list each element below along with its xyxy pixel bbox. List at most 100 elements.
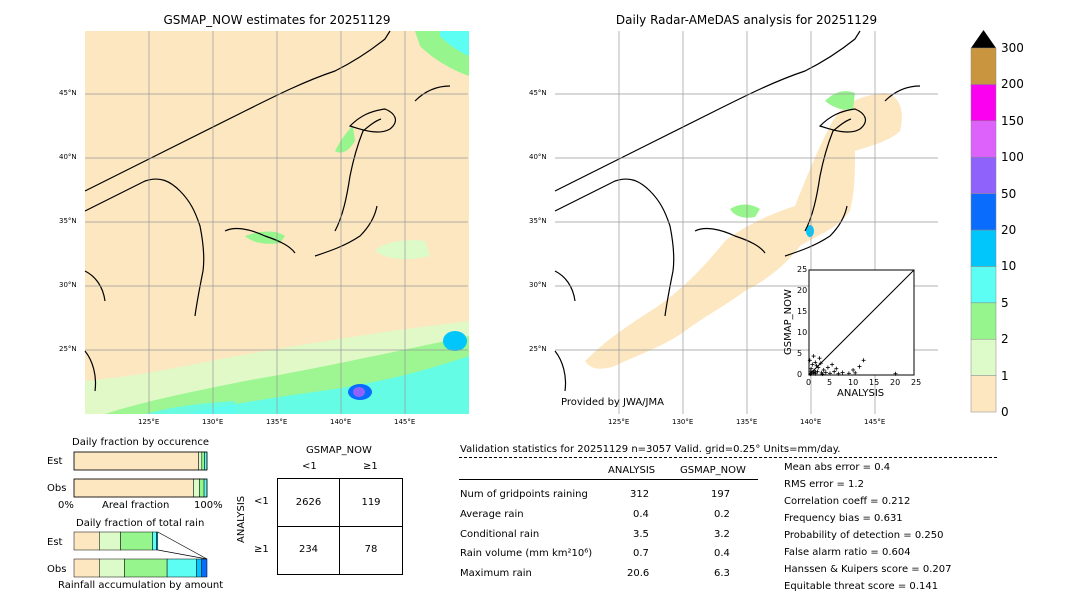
stat-gsmap-gridpoints: 197 [711,489,731,500]
scatter-point [820,372,825,377]
left-lat-label-35: 35°N [59,217,77,225]
colorbar-level-label: 100 [1001,150,1024,165]
scatter-point [846,371,851,376]
stat-label-average: Average rain [460,509,524,520]
colorbar-level-label: 50 [1001,186,1017,201]
total-rain-obs-label: Obs [47,564,67,575]
fraction-segment [73,478,194,498]
scatter-x-tick: 20 [890,378,901,387]
colorbar-canvas [970,30,997,413]
scatter-point [832,369,837,374]
right-map: 45°N 40°N 35°N 30°N 25°N 125°E 130°E 135… [529,30,938,426]
fraction-segment [198,451,203,471]
validation-col-analysis: ANALYSIS [608,465,656,476]
right-lat-label-25: 25°N [529,345,547,353]
colorbar-swatch [970,375,997,413]
colorbar-level-label: 300 [1001,41,1024,55]
fraction-segment [201,451,205,471]
scatter-y-tick: 15 [797,307,808,316]
total-rain-bars [73,531,208,578]
score-mae: Mean abs error = 0.4 [784,462,891,473]
scatter-point [811,370,816,375]
scatter-x-tick: 15 [869,378,880,387]
contingency-cell-c: 234 [298,544,319,555]
occurrence-title: Daily fraction by occurence [72,437,210,448]
left-lon-label-140: 140°E [330,418,352,426]
scatter-point [836,371,841,376]
data-credit: Provided by JWA/JMA [561,397,664,408]
stat-analysis-gridpoints: 312 [630,489,650,500]
scatter-point [809,366,814,371]
right-lon-label-130: 130°E [672,418,694,426]
left-lat-label-25: 25°N [59,345,77,353]
left-lon-label-135: 135°E [266,418,288,426]
contingency-row-axis: ANALYSIS [236,495,247,543]
rain-fraction-segment [99,558,125,578]
scatter-point [821,367,826,372]
scatter-x-tick: 5 [827,378,833,387]
contingency-cell-b: 119 [361,497,381,508]
stat-gsmap-maximum: 6.3 [714,568,730,579]
fraction-bar-outline [73,478,208,498]
fraction-segment [203,478,208,498]
scatter-point [853,370,858,375]
stat-analysis-volume: 0.7 [633,548,649,559]
right-lat-label-40: 40°N [529,153,547,161]
occurrence-x-left: 0% [58,500,74,511]
scatter-point [810,362,815,367]
colorbar-swatch [970,84,997,122]
occurrence-x-right: 100% [194,500,223,511]
colorbar-level-label: 150 [1001,113,1024,128]
stat-analysis-maximum: 20.6 [627,568,650,579]
fraction-segment [73,451,199,471]
occurrence-xlabel: Areal fraction [102,500,170,511]
score-far: False alarm ratio = 0.604 [784,547,911,558]
fraction-bar-outline [73,451,208,471]
left-map-title: GSMAP_NOW estimates for 20251129 [163,13,391,27]
validation-header: Validation statistics for 20251129 n=305… [460,444,841,455]
left-lon-label-130: 130°E [202,418,224,426]
score-frequency-bias: Frequency bias = 0.631 [784,513,903,524]
scatter-xlabel: ANALYSIS [837,388,885,399]
score-ets: Equitable threat score = 0.141 [784,581,939,592]
colorbar-swatch [970,156,997,194]
scatter-point [808,369,813,374]
scatter-point [823,370,828,375]
scatter-point [893,371,898,376]
fraction-segment [199,478,205,498]
validation-col-gsmap: GSMAP_NOW [680,465,746,476]
scatter-point [813,360,818,365]
scatter-y-tick: 20 [797,286,808,295]
contingency-col-ge1: ≥1 [363,461,378,472]
scatter-point [811,354,816,359]
left-lat-label-30: 30°N [59,281,77,289]
scatter-point [857,364,862,369]
score-rmse: RMS error = 1.2 [784,479,864,490]
fraction-segment [193,478,200,498]
validation-divider [459,457,997,458]
scatter-point [817,356,822,361]
contingency-cell-d: 78 [364,544,378,555]
rain-fraction-segment [196,558,202,578]
score-pod: Probability of detection = 0.250 [784,530,944,541]
colorbar-swatch [970,229,997,267]
colorbar-level-label: 2 [1001,332,1009,347]
rain-fraction-segment [73,531,100,551]
right-map-title: Daily Radar-AMeDAS analysis for 20251129 [615,13,878,27]
left-lon-label-145: 145°E [394,418,416,426]
rain-fraction-segment [201,558,208,578]
left-lon-label-125: 125°E [138,418,160,426]
scatter-x-tick: 10 [848,378,859,387]
stat-label-maximum: Maximum rain [460,568,532,579]
colorbar-swatch [970,193,997,231]
total-rain-xlabel: Rainfall accumulation by amount [58,580,224,591]
scatter-point [851,367,856,372]
scatter-point [830,362,835,367]
colorbar-level-label: 10 [1001,259,1017,274]
right-lon-label-145: 145°E [864,418,886,426]
occurrence-obs-label: Obs [47,483,67,494]
occurrence-bars [73,451,208,498]
scatter-y-tick: 0 [797,370,803,379]
score-hk: Hanssen & Kuipers score = 0.207 [784,564,952,575]
stat-label-conditional: Conditional rain [460,529,540,540]
